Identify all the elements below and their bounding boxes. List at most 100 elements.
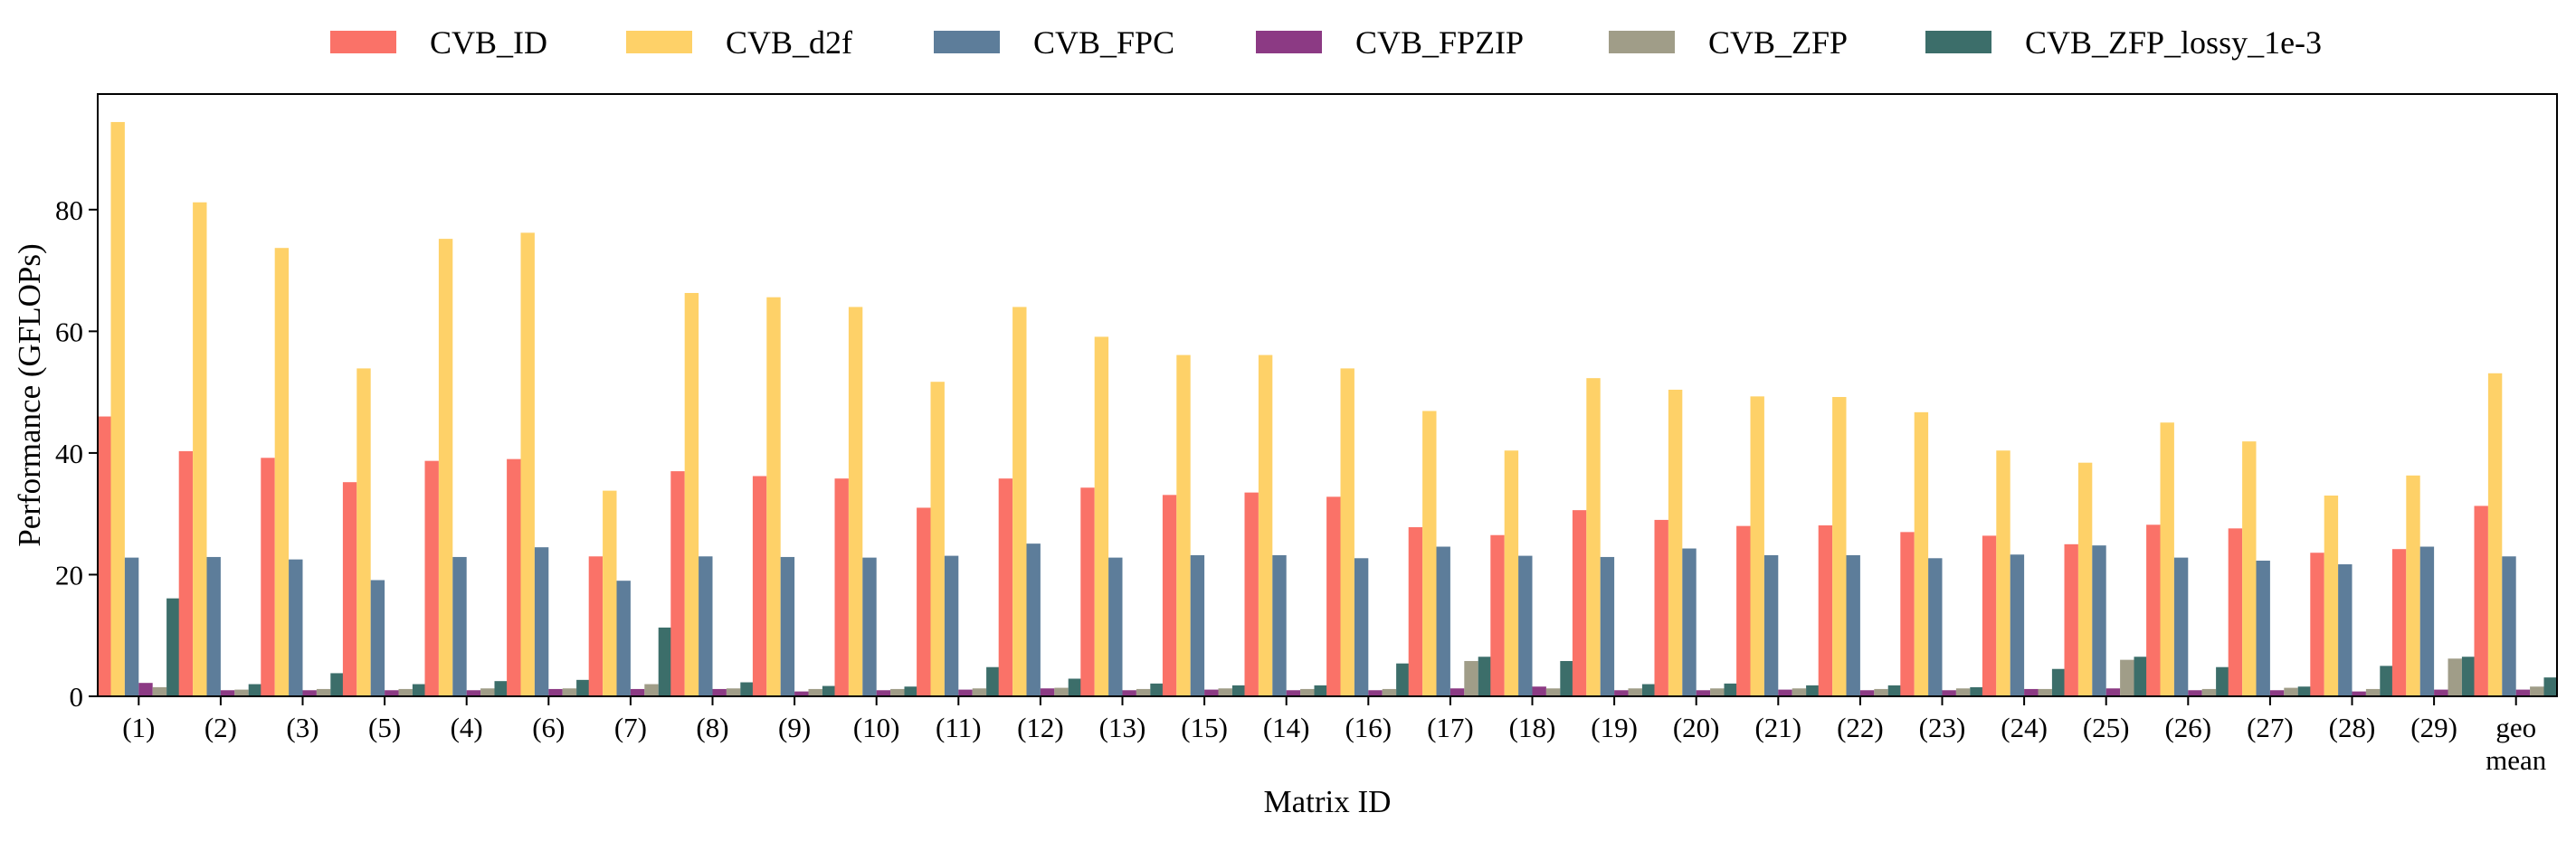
x-tick-label: (9): [778, 712, 811, 743]
bar-CVB_FPC-13: [1190, 554, 1205, 696]
bar-CVB_FPC-29: [2502, 556, 2516, 696]
legend: CVB_ID CVB_d2f CVB_FPC CVB_FPZIP CVB_ZFP CVB_…: [330, 24, 2322, 61]
legend-swatch-CVB_ID: [330, 31, 396, 53]
bar-CVB_ZFP_lossy_1e-3-28: [2461, 657, 2476, 696]
bar-CVB_ZFP-15: [1382, 688, 1397, 696]
x-tick-label: (24): [2001, 712, 2048, 743]
bar-CVB_FPC-12: [1108, 557, 1123, 696]
legend-swatch-CVB_ZFP: [1609, 31, 1675, 53]
bar-CVB_d2f-8: [766, 297, 781, 696]
bar-CVB_FPC-2: [289, 559, 303, 696]
bar-CVB_ID-27: [2310, 553, 2324, 696]
bar-CVB_ZFP_lossy_1e-3-1: [248, 684, 263, 696]
bar-CVB_d2f-17: [1504, 450, 1519, 696]
bar-CVB_ZFP_lossy_1e-3-18: [1641, 684, 1657, 696]
bar-CVB_ZFP-1: [234, 689, 249, 696]
x-axis: (1) (2) (3) (5) (4) (6) (7) (8) (9) (10) (11) (12) (…: [122, 696, 2547, 776]
bar-CVB_FPC-27: [2338, 564, 2353, 696]
bar-CVB_ID-16: [1408, 526, 1423, 696]
bar-CVB_FPZIP-6: [630, 688, 645, 696]
x-tick-label: geo mean: [2486, 712, 2547, 776]
bar-CVB_d2f-14: [1258, 354, 1273, 696]
bar-CVB_ZFP-5: [562, 688, 577, 696]
x-tick-label: (10): [853, 712, 900, 743]
bar-CVB_ZFP_lossy_1e-3-3: [412, 684, 427, 696]
bar-CVB_FPC-15: [1354, 558, 1369, 696]
bar-CVB_d2f-23: [1996, 450, 2010, 696]
bar-CVB_ID-1: [178, 450, 194, 696]
bar-CVB_d2f-5: [520, 232, 535, 696]
bar-CVB_FPC-24: [2092, 545, 2106, 696]
bar-CVB_ZFP-13: [1218, 688, 1232, 696]
bar-CVB_d2f-0: [110, 121, 125, 696]
bar-CVB_ID-2: [261, 458, 275, 696]
bar-CVB_ZFP-11: [1054, 687, 1069, 696]
x-tick-label: (28): [2329, 712, 2376, 743]
bar-CVB_d2f-27: [2324, 496, 2339, 696]
bar-CVB_FPZIP-9: [876, 690, 891, 696]
bar-CVB_ID-25: [2146, 524, 2161, 696]
bar-CVB_FPC-5: [534, 547, 549, 696]
legend-label: CVB_ID: [430, 24, 547, 61]
legend-label: CVB_d2f: [726, 24, 852, 61]
bar-CVB_ID-14: [1244, 492, 1259, 696]
bar-CVB_d2f-12: [1094, 336, 1109, 696]
bar-CVB_d2f-16: [1422, 411, 1437, 696]
bar-CVB_d2f-18: [1586, 378, 1601, 696]
bar-CVB_d2f-25: [2160, 422, 2174, 696]
x-tick-label: (3): [286, 712, 318, 743]
legend-swatch-CVB_d2f: [626, 31, 692, 53]
x-tick-label: (25): [2083, 712, 2130, 743]
bar-CVB_ZFP_lossy_1e-3-9: [904, 686, 918, 696]
bar-CVB_d2f-4: [438, 239, 453, 696]
bar-CVB_ZFP-19: [1710, 688, 1725, 696]
bar-CVB_ID-15: [1326, 496, 1341, 696]
bar-CVB_ID-29: [2474, 506, 2488, 696]
x-tick-label: (16): [1345, 712, 1392, 743]
legend-swatch-CVB_FPZIP: [1256, 31, 1322, 53]
bar-CVB_ZFP_lossy_1e-3-16: [1478, 657, 1493, 696]
bar-CVB_FPC-3: [370, 580, 385, 696]
legend-label: CVB_ZFP: [1708, 24, 1848, 61]
bar-CVB_ID-7: [670, 471, 685, 696]
bar-CVB_FPC-23: [2010, 554, 2025, 696]
y-tick-label: 0: [70, 681, 84, 713]
bar-CVB_ID-11: [998, 478, 1013, 696]
bar-CVB_FPC-10: [944, 555, 959, 696]
bar-CVB_ID-12: [1080, 487, 1095, 696]
bar-CVB_FPC-17: [1518, 555, 1533, 696]
bar-CVB_ZFP_lossy_1e-3-17: [1560, 660, 1574, 696]
x-tick-label: (7): [614, 712, 647, 743]
bar-CVB_FPC-1: [206, 556, 221, 696]
bar-CVB_ZFP-12: [1136, 688, 1151, 696]
bar-CVB_d2f-6: [603, 490, 617, 696]
bar-CVB_FPZIP-23: [2024, 688, 2039, 696]
bar-CVB_ID-22: [1900, 532, 1915, 696]
bar-CVB_ID-21: [1818, 524, 1833, 696]
bar-CVB_FPZIP-22: [1942, 690, 1956, 696]
bar-CVB_ZFP_lossy_1e-3-23: [2051, 668, 2067, 696]
bar-CVB_FPZIP-27: [2352, 691, 2366, 696]
bar-CVB_ID-9: [834, 478, 849, 696]
bar-CVB_FPZIP-16: [1450, 688, 1465, 696]
bar-CVB_FPC-26: [2256, 560, 2270, 696]
x-tick-label: (15): [1181, 712, 1228, 743]
bar-CVB_ZFP_lossy_1e-3-8: [822, 685, 837, 696]
bar-CVB_FPZIP-20: [1778, 689, 1792, 696]
bar-CVB_d2f-1: [193, 202, 207, 696]
x-tick-label: (12): [1017, 712, 1064, 743]
y-tick-label: 20: [55, 559, 83, 591]
bar-CVB_FPC-7: [699, 556, 713, 696]
bar-CVB_FPC-4: [452, 556, 467, 696]
bar-CVB_ID-23: [1982, 535, 1997, 696]
bar-CVB_ZFP_lossy_1e-3-0: [166, 598, 181, 696]
bar-CVB_ZFP-4: [480, 688, 495, 696]
bar-CVB_FPZIP-8: [794, 691, 809, 696]
bar-CVB_d2f-19: [1668, 389, 1683, 696]
x-tick-label: (17): [1427, 712, 1474, 743]
bar-CVB_ZFP-0: [152, 686, 167, 696]
bar-CVB_ZFP_lossy_1e-3-15: [1396, 663, 1411, 696]
x-tick-label: (1): [122, 712, 155, 743]
bar-CVB_FPZIP-19: [1696, 690, 1711, 696]
